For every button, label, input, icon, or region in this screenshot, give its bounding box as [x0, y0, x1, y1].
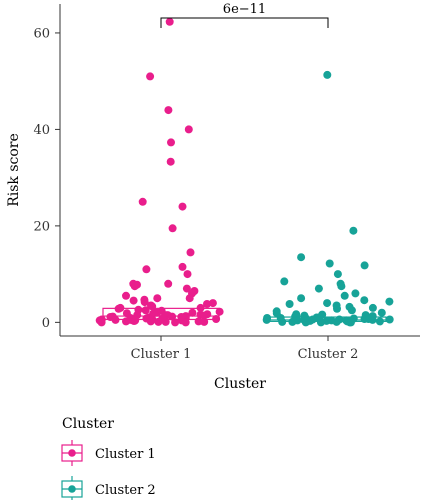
legend-label: Cluster 2: [95, 483, 156, 498]
legend-label: Cluster 1: [95, 447, 156, 462]
data-point: [333, 270, 342, 279]
data-point: [183, 270, 192, 279]
data-point: [168, 224, 177, 233]
box-iqr: [269, 316, 387, 322]
significance-bracket: [160, 17, 329, 28]
data-point: [360, 296, 369, 305]
x-tick-label: Cluster 1: [131, 347, 192, 362]
data-point: [164, 106, 173, 115]
data-point: [142, 265, 151, 274]
legend-title: Cluster: [62, 416, 114, 432]
data-point: [122, 291, 130, 300]
data-point: [314, 284, 323, 293]
data-point: [285, 300, 294, 308]
y-tick-label: 20: [33, 219, 50, 234]
data-point: [166, 157, 175, 166]
data-point: [185, 294, 194, 303]
data-point: [360, 261, 369, 270]
data-point: [178, 202, 187, 211]
significance-label: 6e−11: [223, 2, 266, 17]
data-point: [178, 262, 187, 271]
data-point: [146, 317, 155, 326]
y-tick-label: 40: [33, 123, 50, 138]
plot-panel: [59, 4, 420, 337]
data-point: [203, 300, 211, 308]
data-point: [153, 294, 162, 303]
data-point: [146, 72, 155, 81]
data-point: [165, 17, 174, 26]
data-point: [186, 248, 195, 257]
data-point: [131, 316, 140, 325]
data-point: [349, 226, 358, 235]
data-point: [138, 197, 147, 206]
y-axis-ticks: 0 20 40 60: [33, 26, 60, 331]
y-tick-label: 60: [33, 26, 50, 41]
data-point: [385, 315, 394, 324]
data-point: [182, 284, 191, 293]
y-axis-title: Risk score: [6, 133, 22, 207]
data-point: [262, 315, 271, 324]
data-point: [97, 318, 106, 327]
data-point: [188, 308, 197, 317]
significance-annotation: 6e−11: [160, 2, 329, 28]
legend: Cluster Cluster 1 Cluster 2: [61, 416, 156, 500]
data-point: [215, 307, 224, 316]
data-point: [297, 253, 306, 262]
data-point: [368, 303, 377, 312]
data-point: [141, 306, 150, 315]
x-axis-title: Cluster: [214, 376, 266, 392]
jitter-points: [95, 17, 394, 327]
data-point: [323, 299, 332, 308]
boxplots: [102, 307, 387, 322]
data-point: [140, 298, 149, 307]
data-point: [385, 297, 394, 306]
data-point: [181, 318, 190, 327]
legend-key-point: [68, 485, 76, 493]
x-axis-ticks: Cluster 1 Cluster 2: [131, 336, 359, 362]
data-point: [129, 296, 138, 305]
data-point: [184, 125, 193, 134]
data-point: [377, 308, 386, 317]
data-point: [351, 289, 360, 298]
legend-item: Cluster 2: [61, 476, 156, 500]
box-iqr: [102, 307, 220, 321]
data-point: [208, 299, 217, 308]
data-point: [347, 306, 356, 315]
data-point: [130, 282, 139, 291]
y-tick-label: 0: [42, 316, 50, 331]
data-point: [337, 282, 346, 291]
data-point: [333, 304, 341, 313]
legend-key-point: [68, 449, 76, 457]
data-point: [122, 317, 130, 326]
data-point: [325, 259, 334, 268]
data-point: [171, 318, 180, 327]
data-point: [323, 70, 332, 79]
data-point: [280, 277, 289, 286]
data-point: [150, 308, 159, 317]
data-point: [297, 294, 306, 303]
x-tick-label: Cluster 2: [298, 347, 359, 362]
data-point: [164, 279, 173, 288]
legend-item: Cluster 1: [61, 440, 156, 466]
data-point: [340, 291, 349, 300]
data-point: [167, 138, 175, 147]
